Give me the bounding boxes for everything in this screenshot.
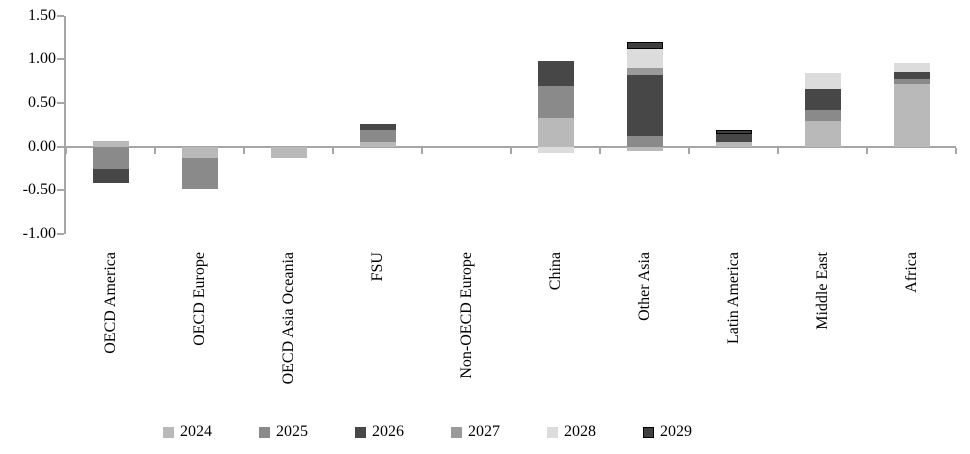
y-tick-label: 1.50: [28, 6, 56, 24]
y-tick-label: 0.50: [28, 94, 56, 112]
x-category-label: Latin America: [724, 252, 742, 344]
bar-segment-2028: [626, 48, 663, 69]
legend-label: 2026: [372, 423, 404, 440]
bar-segment-2026: [626, 75, 663, 137]
legend-label: 2028: [564, 423, 596, 440]
legend-swatch-icon: [451, 426, 462, 438]
bar-segment-2026: [537, 61, 574, 86]
legend-swatch-icon: [163, 426, 174, 438]
category-tick: [65, 147, 67, 154]
category-tick: [421, 147, 423, 154]
legend-label: 2024: [180, 423, 212, 440]
x-category-label: OECD Asia Oceania: [279, 252, 297, 385]
legend-item-2028: 2028: [547, 424, 596, 440]
y-tick-label: 0.00: [28, 137, 56, 155]
category-tick: [777, 147, 779, 154]
y-tick: [57, 102, 64, 105]
x-category-label: China: [546, 252, 564, 291]
bar-segment-2024: [537, 117, 574, 147]
bar-segment-2025: [804, 110, 841, 122]
x-category-label: Middle East: [813, 252, 831, 330]
y-tick-label: 1.00: [28, 50, 56, 68]
y-tick: [57, 233, 64, 236]
bar-segment-2028: [804, 73, 841, 90]
chart-legend: 2024 2025 2026 2027 2028 2029: [163, 424, 692, 440]
y-tick-label: -1.00: [22, 225, 56, 243]
bar-segment-2024: [715, 142, 752, 147]
bar-segment-2025: [181, 158, 218, 190]
bar-segment-2025: [359, 130, 396, 143]
y-tick-label: -0.50: [22, 181, 56, 199]
y-tick: [57, 14, 64, 17]
bar-segment-2024: [92, 141, 129, 147]
legend-swatch-icon: [643, 426, 654, 438]
bar-segment-2025: [92, 146, 129, 169]
x-category-label: FSU: [368, 252, 386, 282]
bar-segment-2024: [804, 121, 841, 147]
legend-swatch-icon: [355, 426, 366, 438]
legend-item-2025: 2025: [259, 424, 308, 440]
bar-segment-2025: [537, 85, 574, 118]
bar-segment-2024: [893, 83, 930, 147]
bar-segment-2026: [359, 123, 396, 131]
legend-item-2027: 2027: [451, 424, 500, 440]
bar-segment-2025: [626, 136, 663, 147]
bar-segment-2025: [893, 79, 930, 84]
y-tick: [57, 58, 64, 61]
category-tick: [866, 147, 868, 154]
bar-segment-2027: [626, 68, 663, 76]
category-tick: [955, 147, 957, 154]
bar-segment-2029: [715, 130, 752, 134]
bar-segment-2026: [715, 133, 752, 143]
bar-segment-2024: [359, 142, 396, 147]
legend-label: 2027: [468, 423, 500, 440]
bar-segment-2024: [626, 146, 663, 152]
category-tick: [510, 147, 512, 154]
legend-label: 2029: [660, 423, 692, 440]
bar-segment-2029: [626, 41, 663, 49]
y-tick: [57, 189, 64, 192]
bar-segment-2026: [804, 89, 841, 110]
bar-segment-2028: [537, 146, 574, 153]
x-category-label: OECD America: [101, 252, 119, 354]
category-tick: [243, 147, 245, 154]
category-tick: [688, 147, 690, 154]
legend-item-2029: 2029: [643, 424, 692, 440]
category-tick: [332, 147, 334, 154]
bar-segment-2024: [270, 146, 307, 159]
bar-segment-2026: [92, 168, 129, 184]
legend-item-2024: 2024: [163, 424, 212, 440]
bar-segment-2024: [181, 146, 218, 159]
x-category-label: Non-OECD Europe: [457, 252, 475, 379]
legend-swatch-icon: [259, 426, 270, 438]
bar-segment-2028: [893, 62, 930, 72]
x-category-label: OECD Europe: [190, 252, 208, 346]
x-axis: [57, 145, 956, 148]
category-tick: [154, 147, 156, 154]
legend-label: 2025: [276, 423, 308, 440]
x-category-label: Africa: [902, 252, 920, 293]
legend-swatch-icon: [547, 426, 558, 438]
bar-segment-2026: [893, 71, 930, 80]
category-tick: [599, 147, 601, 154]
x-category-label: Other Asia: [635, 252, 653, 321]
legend-item-2026: 2026: [355, 424, 404, 440]
y-axis: [64, 15, 66, 235]
